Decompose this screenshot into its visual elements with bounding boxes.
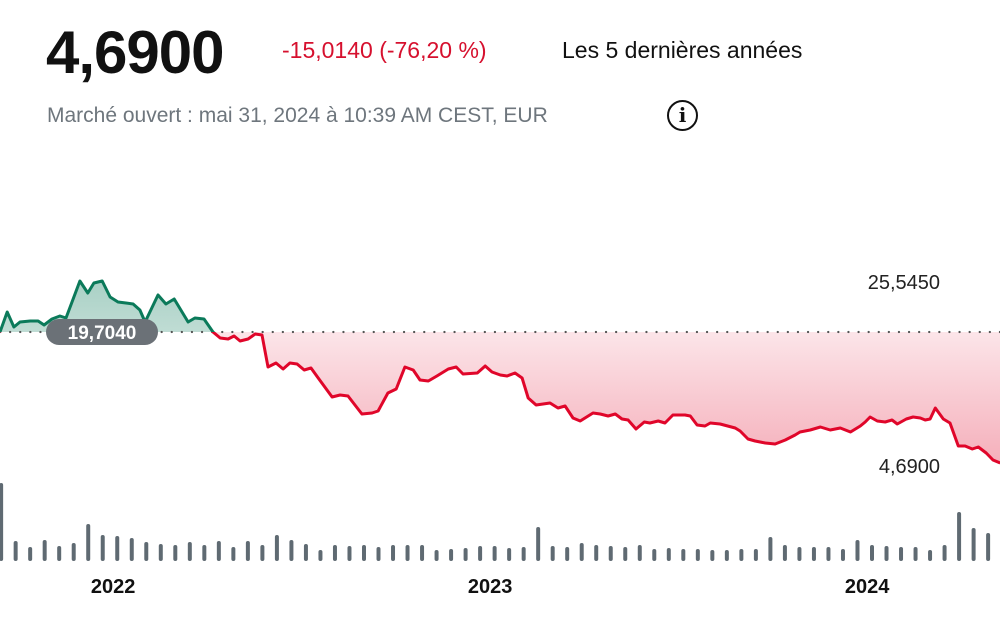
period-label: Les 5 dernières années	[562, 37, 803, 63]
area-fill-below-baseline	[0, 331, 1000, 463]
price-line-below-baseline	[0, 331, 1000, 465]
x-tick-label: 2023	[468, 576, 513, 598]
price-line-above-baseline	[0, 279, 216, 332]
current-price: 4,6900	[46, 19, 225, 86]
price-change: -15,0140 (-76,20 %)	[282, 37, 487, 63]
high-label: 25,5450	[868, 272, 940, 294]
low-label: 4,6900	[879, 456, 940, 478]
market-status: Marché ouvert : mai 31, 2024 à 10:39 AM …	[47, 104, 548, 127]
baseline-pill: 19,7040	[46, 318, 158, 345]
x-tick-label: 2022	[91, 576, 136, 598]
x-tick-label: 2024	[845, 576, 890, 598]
info-icon[interactable]: i	[667, 100, 698, 131]
baseline-label: 19,7040	[68, 323, 137, 344]
